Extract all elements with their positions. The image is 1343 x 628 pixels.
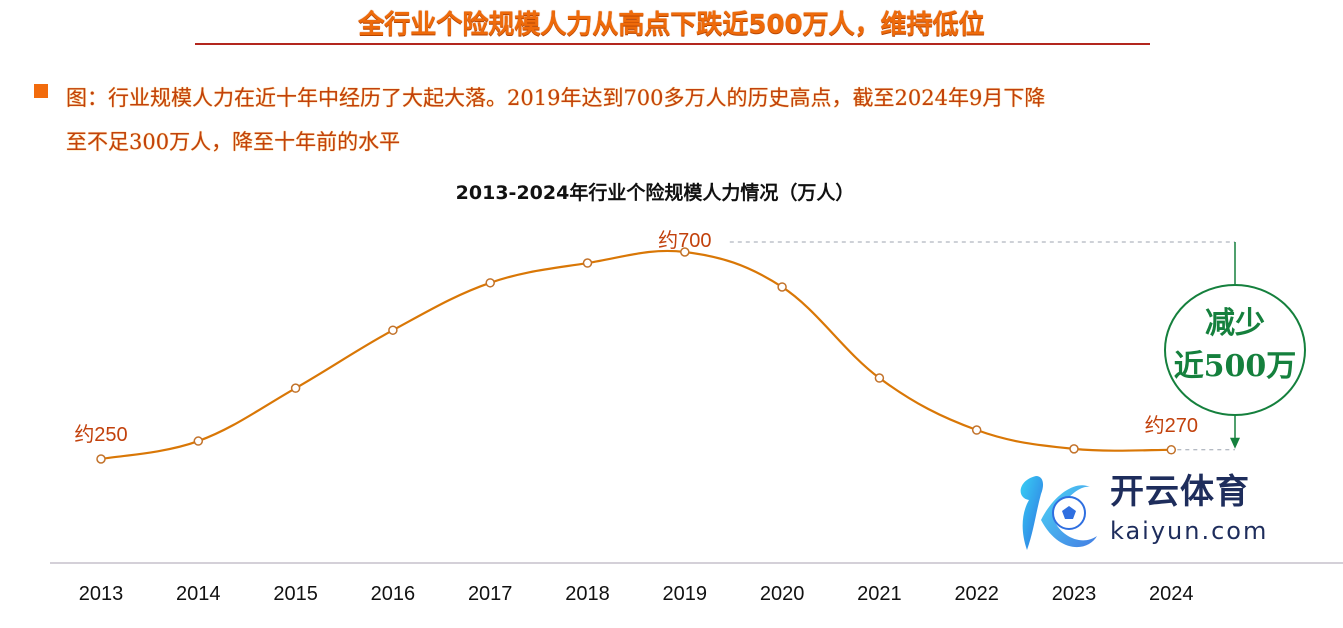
data-label-2013: 约250 [74,423,127,446]
data-point-2016 [388,325,398,335]
headline-rule [195,43,1150,45]
x-tick-2024: 2024 [1149,583,1194,605]
chart-title: 2013-2024年行业个险规模人力情况（万人） [455,182,855,204]
data-label-2024: 约270 [1145,414,1198,437]
bullet-line-2: 至不足300万人，降至十年前的水平 [66,130,401,154]
callout-line-2: 近500万 [1174,349,1297,384]
x-tick-2018: 2018 [565,583,610,605]
annotation-guides [729,241,1235,451]
watermark-cn-text: 开云体育 [1110,472,1250,512]
data-point-2021 [874,373,885,383]
data-labels: 约250 约700 约270 [74,229,1198,446]
watermark-logo: 开云体育 kaiyun.com [1010,468,1343,558]
series-line [100,249,1172,461]
x-tick-2022: 2022 [954,583,999,605]
callout-line-1: 减少 [1205,306,1265,341]
arrow-down-icon [1230,437,1240,449]
data-point-2023 [1069,444,1079,454]
x-tick-labels: 2013 2014 2015 2016 2017 2018 2019 2020 2021 2022… [79,583,1194,605]
data-point-2017 [485,278,495,288]
x-tick-2020: 2020 [760,583,805,605]
data-point-2018 [582,258,593,268]
data-point-2022 [971,425,982,435]
x-tick-2019: 2019 [663,583,708,605]
bullet-square-icon [34,84,48,98]
headline: 全行业个险规模人力从高点下跌近500万人，维持低位 [358,10,985,40]
watermark-en-text: kaiyun.com [1110,517,1269,545]
data-point-2014 [193,436,204,446]
data-point-2013 [96,454,106,464]
data-label-2019: 约700 [658,229,711,252]
data-point-2019 [680,247,690,257]
x-tick-2016: 2016 [371,583,416,605]
data-point-2020 [777,282,787,292]
bullet-line-1: 图：行业规模人力在近十年中经历了大起大落。2019年达到700多万人的历史高点，… [66,86,1046,110]
bullet-text: 图：行业规模人力在近十年中经历了大起大落。2019年达到700多万人的历史高点，… [66,76,1326,164]
x-tick-2015: 2015 [273,583,318,605]
logo-k-ball-icon [1020,476,1097,550]
x-tick-2017: 2017 [468,583,513,605]
x-tick-2014: 2014 [176,583,221,605]
data-point-2024 [1166,445,1177,455]
data-points [96,247,1177,464]
x-tick-2023: 2023 [1052,583,1097,605]
x-tick-2021: 2021 [857,583,902,605]
x-tick-2013: 2013 [79,583,124,605]
data-point-2015 [290,383,301,393]
